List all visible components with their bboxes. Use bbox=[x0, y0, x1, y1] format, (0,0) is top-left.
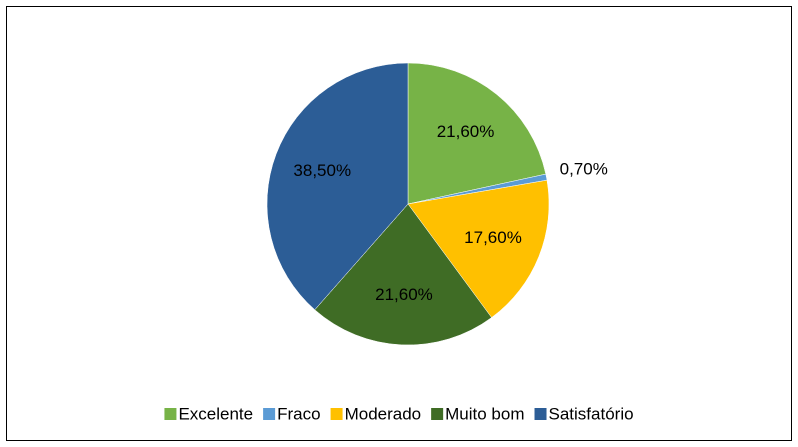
pie-slice bbox=[407, 179, 550, 318]
legend-label: Fraco bbox=[277, 404, 320, 423]
data-label: 21,60% bbox=[437, 122, 495, 141]
legend-swatch bbox=[534, 408, 547, 420]
pie-slice bbox=[407, 62, 547, 205]
pie-slice bbox=[266, 62, 409, 311]
legend-label: Moderado bbox=[345, 404, 422, 423]
data-label: 21,60% bbox=[375, 285, 433, 304]
legend: Excelente Fraco Moderado Muito bom Satisfató… bbox=[164, 404, 634, 423]
legend-swatch bbox=[330, 408, 343, 420]
data-label: 17,60% bbox=[464, 228, 522, 247]
data-label: 38,50% bbox=[293, 161, 351, 180]
pie-slice bbox=[314, 203, 492, 346]
legend-swatch bbox=[431, 408, 444, 420]
data-label: 0,70% bbox=[560, 159, 608, 178]
legend-label: Muito bom bbox=[445, 404, 524, 423]
legend-label: Satisfatório bbox=[549, 404, 634, 423]
legend-label: Excelente bbox=[178, 404, 253, 423]
legend-swatch bbox=[164, 408, 177, 420]
legend-swatch bbox=[263, 408, 276, 420]
